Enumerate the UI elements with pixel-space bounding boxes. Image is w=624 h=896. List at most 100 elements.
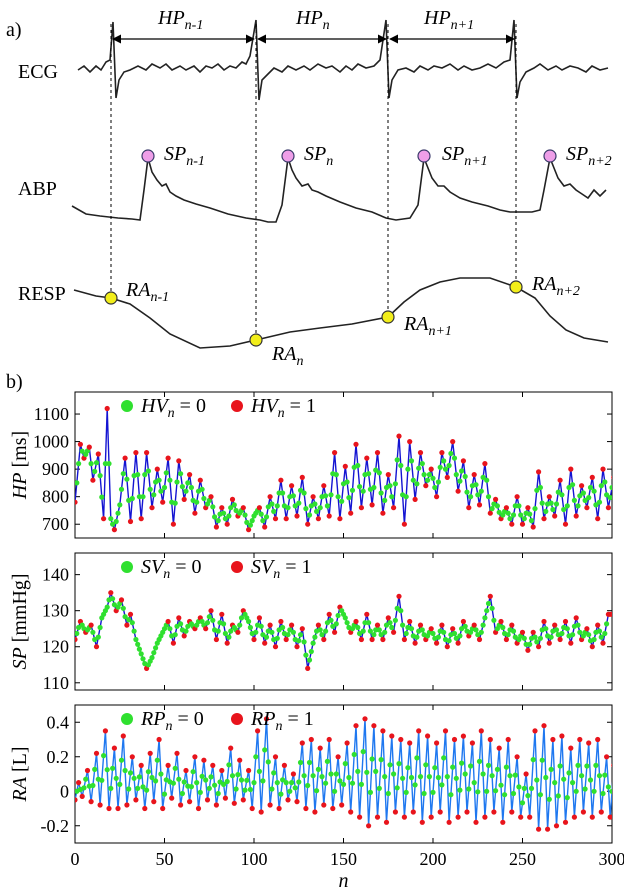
sp-marker: [543, 149, 557, 163]
data-point: [398, 462, 404, 469]
data-point: [153, 645, 159, 651]
data-point: [142, 472, 148, 478]
data-point: [287, 788, 293, 794]
data-point: [466, 786, 472, 792]
data-point: [362, 620, 368, 626]
data-point: [147, 486, 153, 492]
data-point: [278, 477, 284, 483]
data-point: [349, 780, 356, 786]
data-point: [473, 482, 479, 488]
data-point: [557, 763, 563, 769]
data-point: [441, 629, 447, 635]
data-point: [534, 639, 540, 645]
data-point: [405, 466, 411, 472]
data-point: [283, 780, 289, 786]
data-point: [208, 774, 214, 780]
data-point: [437, 464, 443, 470]
data-point: [423, 483, 429, 489]
data-point: [480, 622, 486, 628]
data-point: [552, 622, 558, 628]
data-point: [215, 628, 221, 634]
data-point: [144, 787, 150, 793]
data-point: [600, 790, 606, 797]
data-point: [609, 611, 612, 617]
data-point: [423, 762, 429, 768]
data-point: [324, 758, 330, 765]
data-point: [75, 480, 80, 486]
data-point: [528, 518, 535, 524]
data-point: [553, 627, 560, 633]
data-point: [117, 781, 123, 788]
data-point: [240, 505, 246, 511]
data-point: [97, 802, 103, 808]
resp-label: RESP: [18, 283, 66, 305]
data-point: [247, 624, 253, 631]
data-point: [281, 762, 287, 769]
data-point: [120, 733, 126, 739]
data-point: [129, 620, 135, 626]
data-point: [444, 644, 450, 650]
data-point: [170, 521, 176, 527]
data-point: [371, 484, 377, 491]
data-point: [246, 527, 252, 533]
data-point: [455, 814, 461, 820]
data-point: [221, 621, 227, 627]
data-point: [315, 766, 321, 773]
data-point: [545, 826, 551, 832]
data-point: [394, 785, 400, 791]
data-point: [577, 629, 583, 635]
data-point: [573, 513, 579, 519]
data-point: [382, 629, 388, 635]
data-point: [265, 504, 271, 510]
data-point: [407, 618, 413, 625]
data-point: [228, 628, 234, 634]
data-point: [285, 797, 291, 803]
data-point: [306, 759, 313, 766]
data-point: [199, 773, 205, 779]
data-point: [315, 516, 321, 522]
data-point: [546, 494, 552, 500]
data-point: [97, 473, 103, 479]
data-point: [561, 776, 567, 782]
data-point: [496, 745, 502, 751]
data-point: [212, 514, 218, 520]
data-point: [346, 774, 352, 781]
ra-marker: [104, 291, 118, 305]
data-point: [314, 788, 320, 794]
data-point: [111, 527, 117, 533]
data-point: [541, 723, 547, 729]
data-point: [170, 780, 176, 786]
hp-label-current: HPn: [295, 7, 330, 33]
data-point: [76, 780, 82, 786]
data-point: [222, 516, 228, 522]
data-point: [546, 796, 552, 802]
data-point: [319, 774, 325, 780]
data-point: [328, 771, 334, 777]
data-point: [430, 475, 436, 481]
data-point: [512, 503, 518, 509]
data-point: [247, 522, 253, 528]
data-point: [215, 518, 221, 524]
data-point: [434, 640, 440, 646]
data-point: [611, 763, 612, 768]
legend-entry: SVn = 0: [141, 556, 202, 582]
panel-b-label: b): [6, 371, 23, 393]
data-point: [120, 471, 126, 477]
data-point: [229, 496, 236, 502]
data-point: [369, 756, 375, 762]
data-point: [75, 636, 78, 643]
legend-entry: RPn = 1: [250, 708, 314, 734]
data-point: [459, 760, 465, 766]
data-point: [75, 797, 78, 803]
data-point: [530, 629, 536, 635]
data-point: [226, 634, 232, 640]
data-point: [126, 786, 132, 792]
data-point: [283, 636, 289, 643]
data-point: [351, 751, 357, 758]
data-point: [425, 477, 431, 483]
data-point: [546, 640, 552, 646]
y-tick-label: 140: [42, 565, 69, 585]
data-point: [271, 770, 277, 776]
data-point: [208, 608, 214, 614]
data-point: [215, 790, 221, 797]
